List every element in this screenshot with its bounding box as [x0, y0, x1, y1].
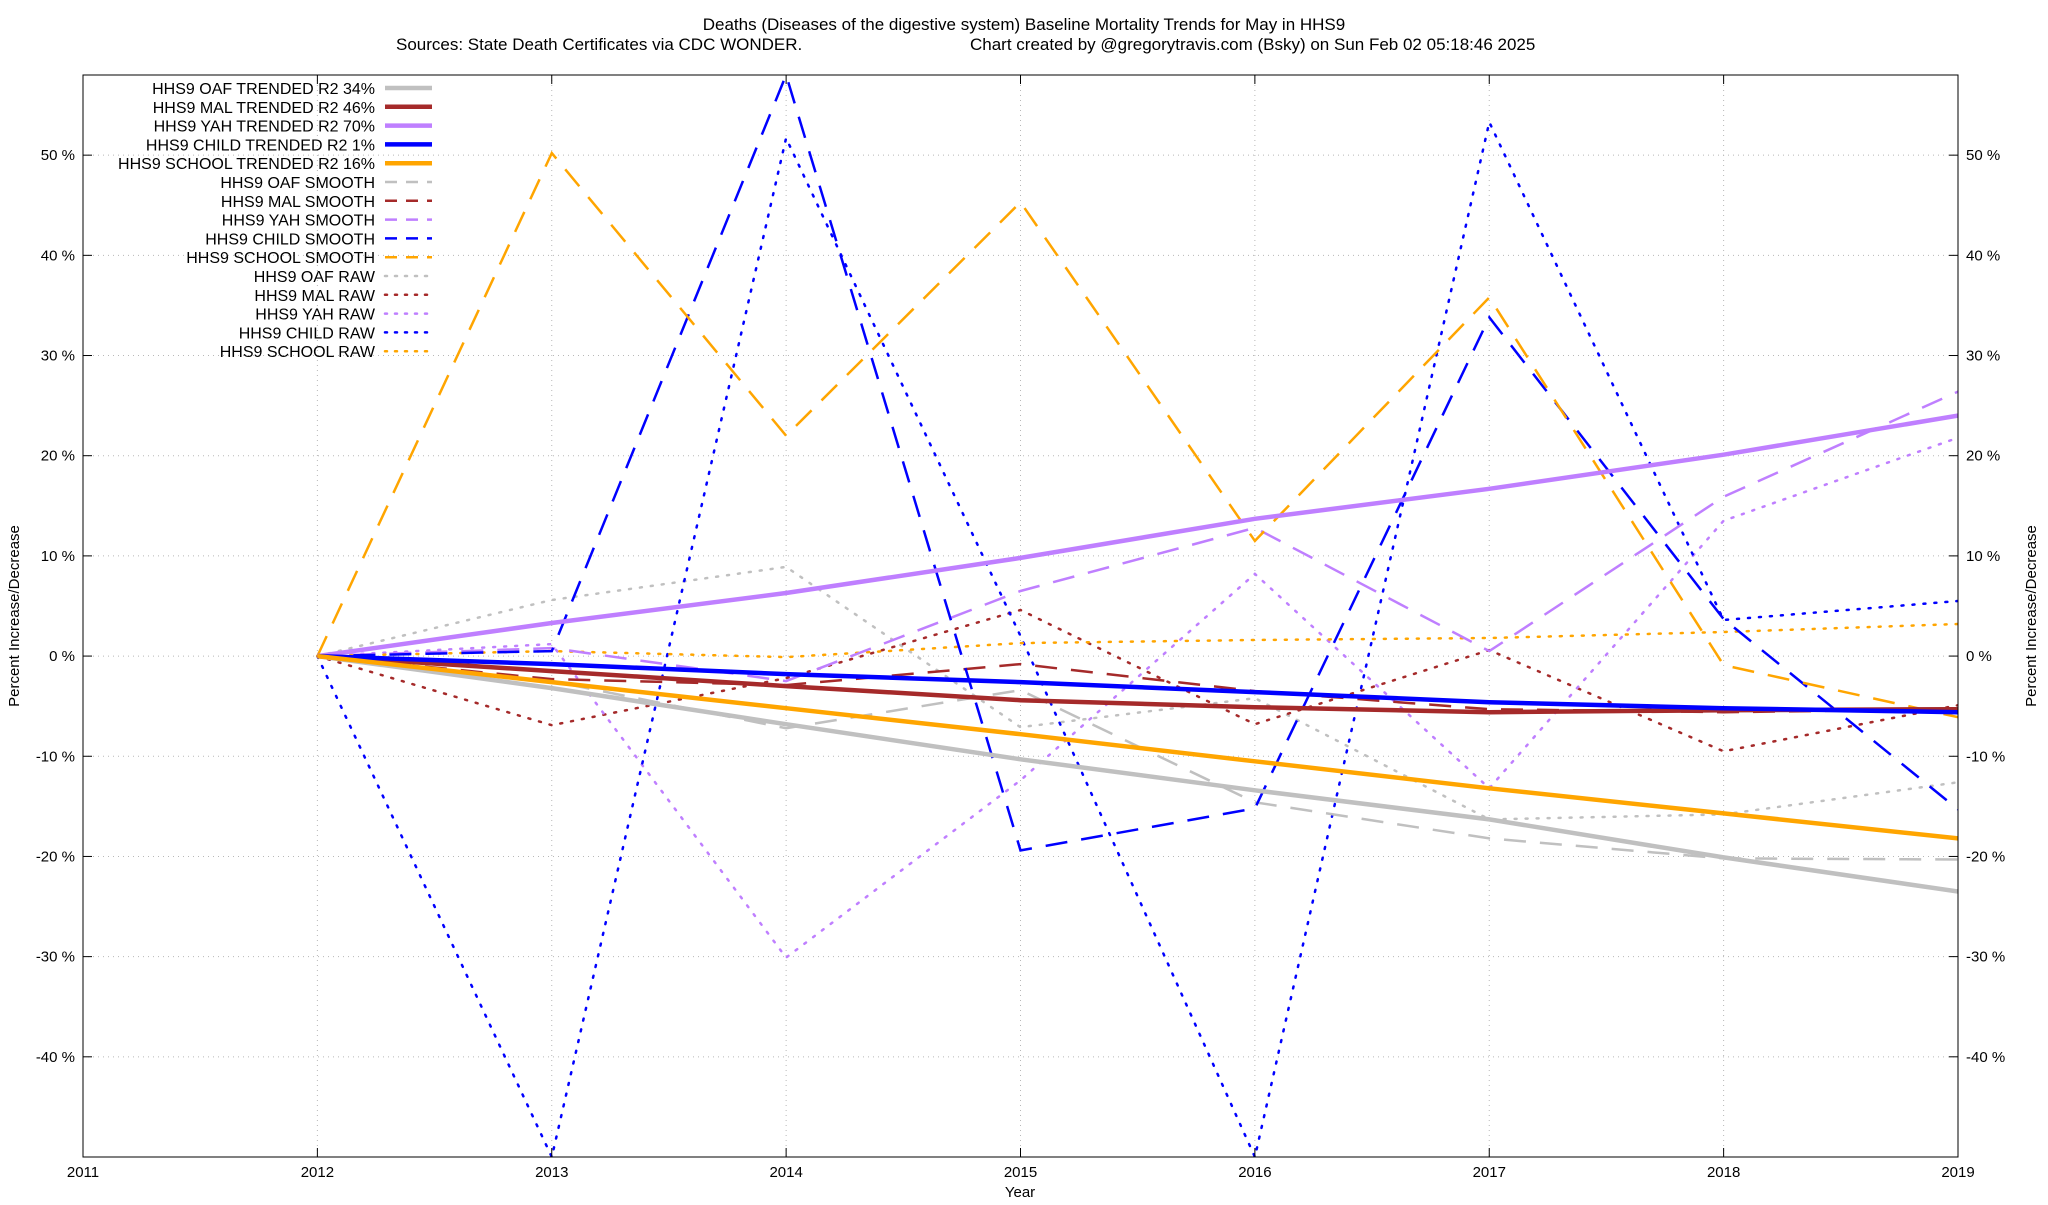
series-line-2 — [317, 653, 1958, 715]
x-tick-label: 2013 — [535, 1164, 568, 1181]
legend-label: HHS9 SCHOOL TRENDED R2 16% — [118, 156, 375, 173]
y-tick-label-left: -10 % — [36, 748, 75, 765]
legend-label: HHS9 MAL SMOOTH — [221, 194, 375, 211]
y-tick-label-right: -30 % — [1966, 949, 2005, 966]
y-tick-label-right: -10 % — [1966, 748, 2005, 765]
y-tick-label-right: -20 % — [1966, 848, 2005, 865]
legend-label: HHS9 OAF SMOOTH — [220, 175, 375, 192]
legend: HHS9 OAF TRENDED R2 34% HHS9 MAL TRENDED … — [118, 81, 434, 361]
legend-label: HHS9 YAH SMOOTH — [222, 213, 375, 230]
axis-ticks: 2011 2012 2013 2014 2015 2016 2017 2018 2019 50 %… — [36, 75, 2005, 1181]
y-tick-label-right: 30 % — [1966, 348, 2000, 365]
x-tick-label: 2012 — [301, 1164, 334, 1181]
series-line-11 — [316, 565, 1958, 821]
y-axis-label-right: Percent Increase/Decrease — [2023, 525, 2040, 707]
legend-label: HHS9 SCHOOL SMOOTH — [186, 250, 375, 267]
y-tick-label-left: -20 % — [36, 848, 75, 865]
x-tick-label: 2011 — [67, 1164, 99, 1181]
legend-label: HHS9 SCHOOL RAW — [220, 344, 376, 361]
series-line-3 — [317, 413, 1958, 659]
legend-label: HHS9 CHILD SMOOTH — [205, 231, 375, 248]
legend-label: HHS9 CHILD RAW — [239, 325, 376, 342]
series-line-9 — [317, 75, 1958, 852]
y-tick-label-left: 20 % — [41, 448, 75, 465]
y-tick-label-left: -30 % — [36, 949, 75, 966]
x-tick-label: 2015 — [1004, 1164, 1037, 1181]
y-tick-label-left: 30 % — [41, 348, 75, 365]
y-tick-label-left: 10 % — [41, 548, 75, 565]
legend-label: HHS9 OAF RAW — [254, 269, 376, 286]
series-line-12 — [316, 608, 1958, 753]
series-line-10 — [316, 150, 1958, 719]
y-tick-label-right: 40 % — [1966, 247, 2000, 264]
y-tick-label-left: 50 % — [41, 147, 75, 164]
plot-lines — [316, 75, 1958, 1157]
series-line-8 — [317, 390, 1958, 683]
y-axis-label-left: Percent Increase/Decrease — [6, 525, 23, 707]
chart-subtitle-credit: Chart created by @gregorytravis.com (Bsk… — [970, 35, 1535, 54]
legend-label: HHS9 CHILD TRENDED R2 1% — [146, 137, 375, 154]
x-tick-label: 2018 — [1707, 1164, 1740, 1181]
legend-label: HHS9 MAL TRENDED R2 46% — [153, 100, 375, 117]
y-tick-label-left: 40 % — [41, 247, 75, 264]
series-line-5 — [317, 653, 1958, 841]
y-tick-label-right: 10 % — [1966, 548, 2000, 565]
chart-subtitle-source: Sources: State Death Certificates via CD… — [396, 35, 802, 54]
x-tick-label: 2019 — [1941, 1164, 1974, 1181]
y-tick-label-right: 0 % — [1966, 648, 1992, 665]
grid — [83, 75, 1958, 1157]
chart-title: Deaths (Diseases of the digestive system… — [703, 15, 1345, 34]
y-tick-label-right: -40 % — [1966, 1049, 2005, 1066]
series-line-15 — [316, 622, 1958, 659]
series-line-14 — [316, 118, 1958, 1157]
legend-label: HHS9 YAH RAW — [255, 307, 376, 324]
series-line-1 — [317, 653, 1958, 894]
y-tick-label-left: -40 % — [36, 1049, 75, 1066]
x-tick-label: 2016 — [1238, 1164, 1271, 1181]
legend-label: HHS9 MAL RAW — [254, 288, 376, 305]
legend-label: HHS9 OAF TRENDED R2 34% — [152, 81, 375, 98]
x-tick-label: 2014 — [769, 1164, 802, 1181]
x-tick-label: 2017 — [1473, 1164, 1506, 1181]
series-line-13 — [316, 436, 1958, 960]
y-tick-label-right: 20 % — [1966, 448, 2000, 465]
y-tick-label-left: 0 % — [49, 648, 75, 665]
x-axis-label: Year — [1005, 1184, 1035, 1200]
legend-label: HHS9 YAH TRENDED R2 70% — [154, 119, 375, 136]
y-tick-label-right: 50 % — [1966, 147, 2000, 164]
series-line-4 — [317, 653, 1958, 715]
